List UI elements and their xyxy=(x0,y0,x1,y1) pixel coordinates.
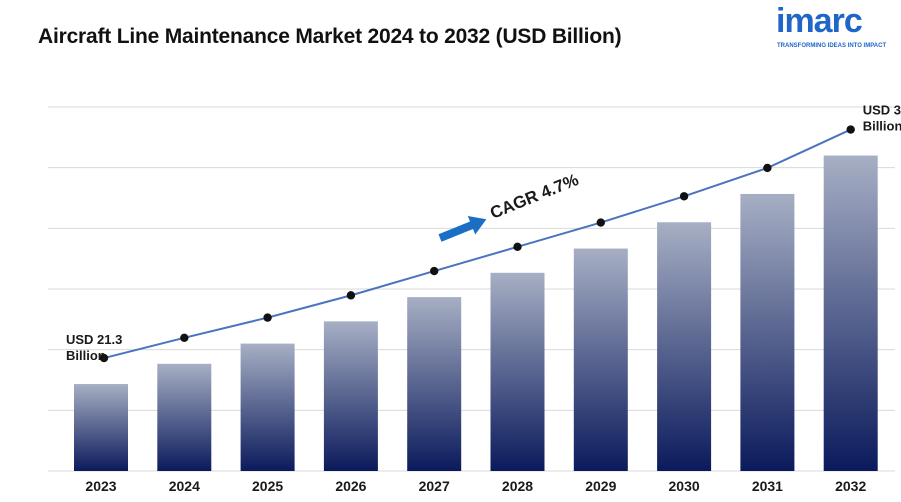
trend-point xyxy=(346,291,356,300)
bar xyxy=(323,321,378,471)
x-tick-label: 2031 xyxy=(752,478,783,494)
bar xyxy=(657,222,712,471)
bar xyxy=(74,384,128,471)
x-tick-labels: 2023 2024 2025 2026 2027 2028 2029 2030 2031 2032 xyxy=(85,478,866,494)
x-tick-label: 2023 xyxy=(85,478,116,494)
chart-title: Aircraft Line Maintenance Market 2024 to… xyxy=(38,25,622,48)
bar xyxy=(740,193,795,471)
trend-point xyxy=(99,353,109,363)
x-tick-label: 2029 xyxy=(585,478,616,494)
end-value-label: Billion xyxy=(863,119,901,134)
bar xyxy=(573,248,628,471)
x-tick-label: 2032 xyxy=(835,478,866,494)
bars xyxy=(74,155,878,472)
trend-polyline xyxy=(103,128,852,360)
x-tick-label: 2028 xyxy=(502,478,533,494)
cagr-arrow-shape xyxy=(438,215,487,242)
trend-point xyxy=(679,192,689,201)
trend-point xyxy=(180,333,189,343)
logo-word: imarc xyxy=(776,2,863,40)
x-tick-label: 2024 xyxy=(169,478,200,494)
trend-line xyxy=(99,125,855,363)
trend-point xyxy=(596,218,605,227)
bar xyxy=(157,363,212,471)
end-value-label: USD 32.6 xyxy=(863,103,901,118)
logo-tagline: TRANSFORMING IDEAS INTO IMPACT xyxy=(777,43,887,49)
x-tick-label: 2026 xyxy=(335,478,366,494)
imarc-logo: imarc TRANSFORMING IDEAS INTO IMPACT xyxy=(776,2,888,54)
bar xyxy=(407,297,462,471)
cagr-label: CAGR 4.7% xyxy=(487,170,581,223)
bar xyxy=(823,155,878,472)
bar xyxy=(240,343,295,471)
x-tick-label: 2027 xyxy=(419,478,450,494)
cagr-arrow xyxy=(438,215,487,242)
trend-point xyxy=(763,163,772,173)
start-value-label: Billion xyxy=(66,348,106,363)
start-value-label: USD 21.3 xyxy=(66,332,122,347)
bar xyxy=(490,272,545,471)
x-tick-label: 2025 xyxy=(252,478,283,494)
trend-point xyxy=(846,125,855,134)
trend-point xyxy=(513,242,522,252)
x-tick-label: 2030 xyxy=(669,478,700,494)
trend-point xyxy=(430,266,439,276)
trend-point xyxy=(263,313,272,322)
